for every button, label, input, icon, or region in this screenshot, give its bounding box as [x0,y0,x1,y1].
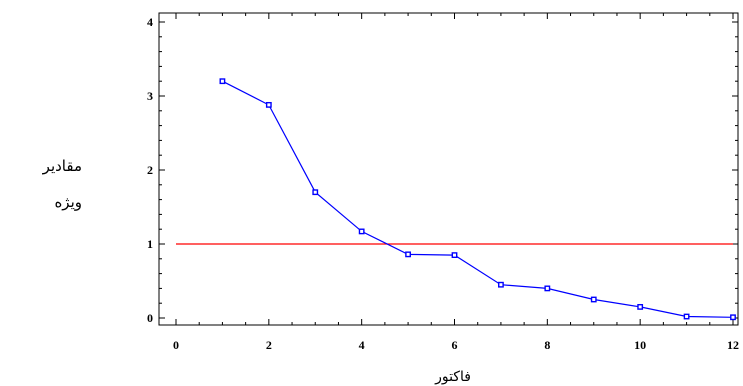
data-point [312,189,319,196]
y-tick-label: 3 [147,89,153,103]
data-point [637,304,644,310]
y-tick-label: 2 [147,163,153,177]
y-axis-title-line-1: مقادیر [42,157,82,175]
y-tick-label: 1 [147,237,153,251]
x-tick-label: 2 [266,338,272,352]
data-point [590,296,597,303]
y-tick-label: 0 [147,311,153,325]
x-tick-label: 6 [452,338,458,352]
data-point [405,251,411,258]
x-tick-label: 8 [544,338,550,352]
x-tick-label: 12 [727,338,739,352]
data-series [219,78,736,321]
x-axis: 0 2 4 6 8 10 12 [173,13,739,352]
data-point [265,101,272,108]
data-point [544,285,551,292]
y-axis-title-line-2: ویژه [54,193,82,211]
data-point [358,228,365,235]
y-axis-title: مقادیر ویژه [0,148,82,220]
x-tick-label: 4 [359,338,365,352]
data-point [219,78,226,85]
data-point [451,252,458,258]
y-tick-label: 4 [147,15,153,29]
x-axis-title: فاکتور [434,369,471,385]
plot-frame [158,12,739,326]
x-tick-label: 0 [173,338,179,352]
x-tick-label: 10 [634,338,646,352]
eigenvalue-line [222,80,734,318]
data-point [498,281,504,288]
data-point [683,313,690,320]
y-axis: 0 1 2 3 4 [147,15,738,325]
data-point [730,314,736,321]
